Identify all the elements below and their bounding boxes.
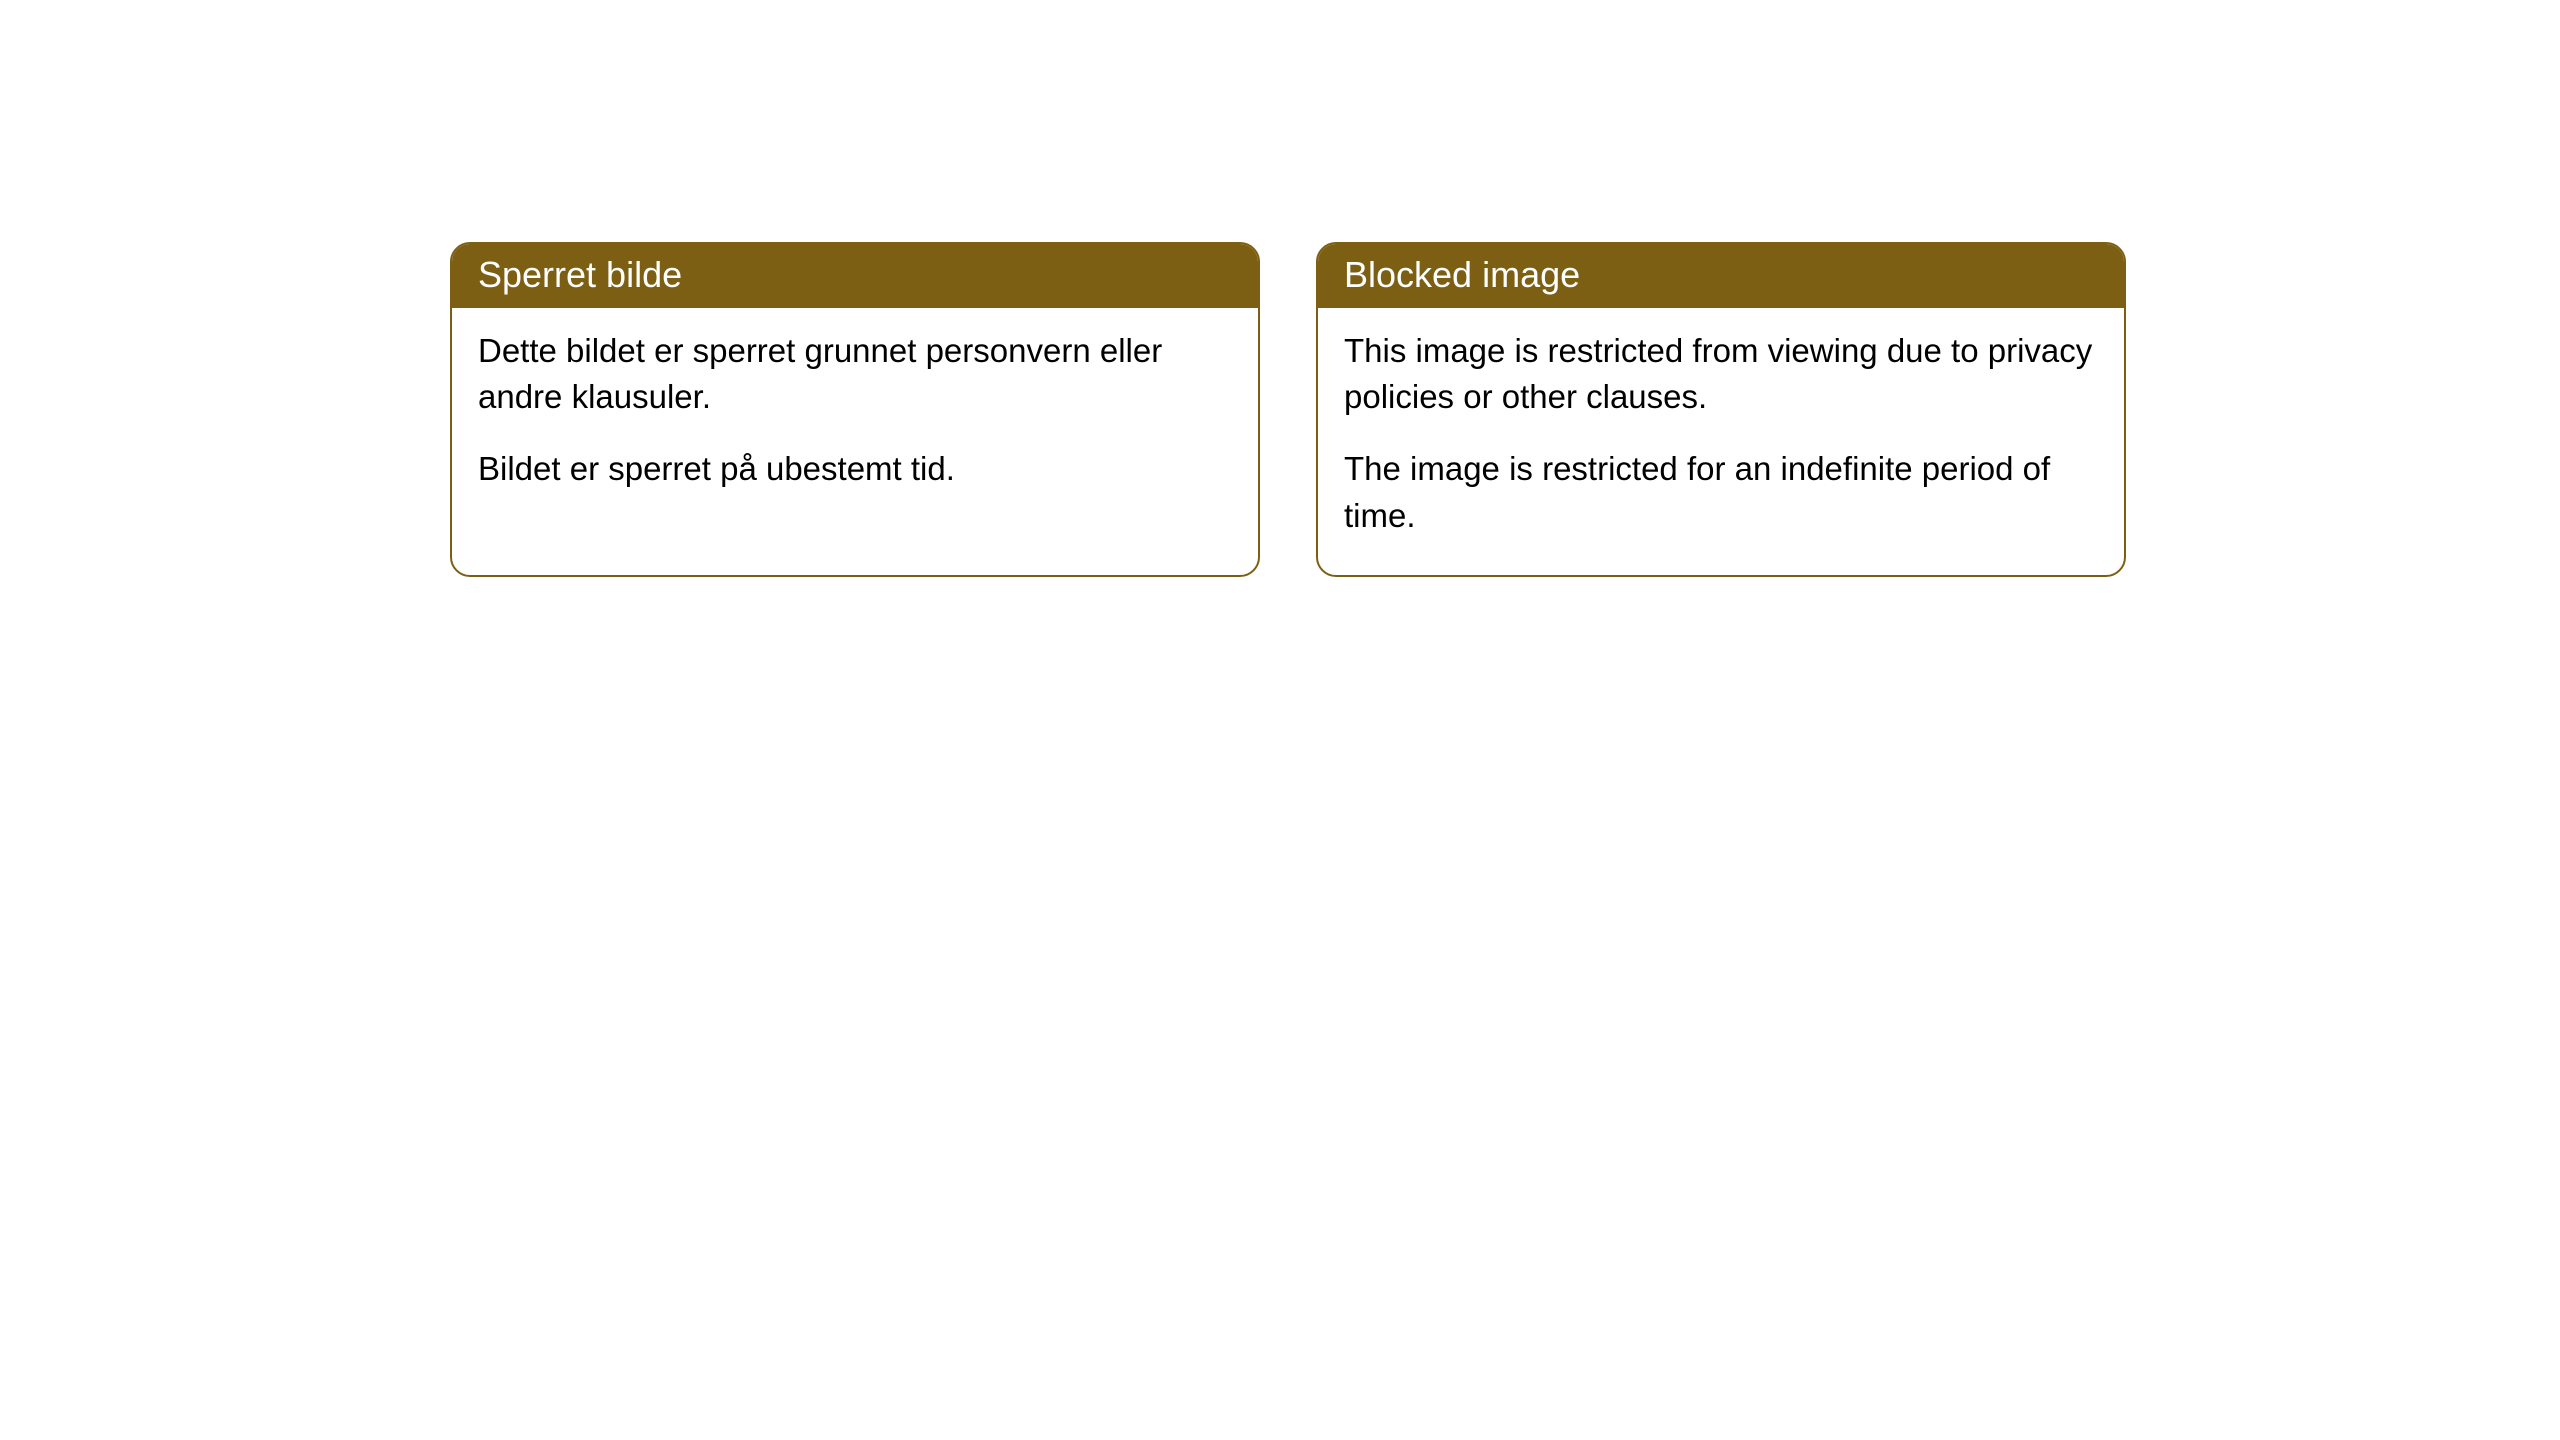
notice-cards-container: Sperret bilde Dette bildet er sperret gr… xyxy=(450,242,2126,577)
card-title: Blocked image xyxy=(1344,254,1580,295)
card-header: Sperret bilde xyxy=(452,244,1258,308)
card-body: Dette bildet er sperret grunnet personve… xyxy=(452,308,1258,529)
card-title: Sperret bilde xyxy=(478,254,682,295)
notice-card-norwegian: Sperret bilde Dette bildet er sperret gr… xyxy=(450,242,1260,577)
card-body: This image is restricted from viewing du… xyxy=(1318,308,2124,575)
card-paragraph: The image is restricted for an indefinit… xyxy=(1344,446,2098,538)
card-header: Blocked image xyxy=(1318,244,2124,308)
card-paragraph: This image is restricted from viewing du… xyxy=(1344,328,2098,420)
card-paragraph: Dette bildet er sperret grunnet personve… xyxy=(478,328,1232,420)
card-paragraph: Bildet er sperret på ubestemt tid. xyxy=(478,446,1232,492)
notice-card-english: Blocked image This image is restricted f… xyxy=(1316,242,2126,577)
